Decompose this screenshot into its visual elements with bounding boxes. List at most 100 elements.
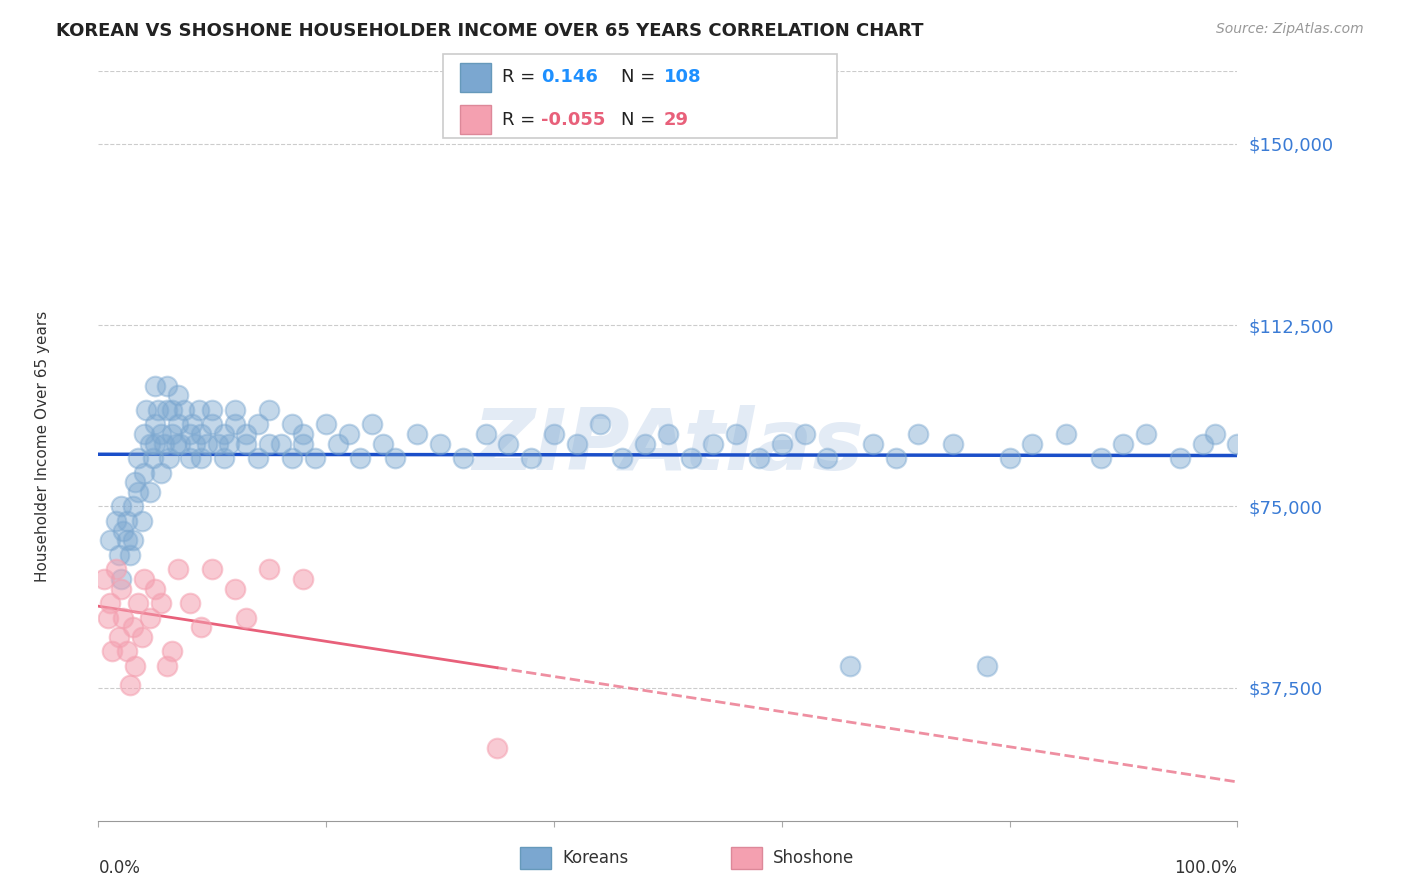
Point	[304, 451, 326, 466]
Point	[127, 451, 149, 466]
Point	[112, 610, 135, 624]
Point	[451, 451, 474, 466]
Point	[115, 644, 138, 658]
Point	[259, 402, 281, 417]
Point	[156, 402, 179, 417]
Point	[120, 678, 142, 692]
Point	[224, 417, 246, 432]
Point	[167, 388, 190, 402]
Point	[142, 451, 165, 466]
Point	[212, 451, 235, 466]
Point	[156, 659, 179, 673]
Point	[179, 596, 201, 610]
Point	[862, 436, 884, 450]
Point	[702, 436, 724, 450]
Point	[179, 451, 201, 466]
Text: KOREAN VS SHOSHONE HOUSEHOLDER INCOME OVER 65 YEARS CORRELATION CHART: KOREAN VS SHOSHONE HOUSEHOLDER INCOME OV…	[56, 22, 924, 40]
Point	[281, 451, 304, 466]
Point	[115, 514, 138, 528]
Point	[1135, 426, 1157, 441]
Point	[132, 572, 155, 586]
Point	[679, 451, 702, 466]
Point	[96, 610, 118, 624]
Point	[115, 533, 138, 548]
Point	[146, 402, 169, 417]
Point	[187, 402, 209, 417]
Point	[167, 562, 190, 576]
Point	[190, 451, 212, 466]
Point	[429, 436, 451, 450]
Point	[406, 426, 429, 441]
Point	[162, 402, 184, 417]
Point	[190, 620, 212, 634]
Point	[145, 378, 167, 392]
Point	[218, 436, 240, 450]
Point	[145, 582, 167, 596]
Point	[157, 451, 180, 466]
Point	[110, 572, 132, 586]
Point	[1192, 436, 1215, 450]
Point	[121, 620, 143, 634]
Point	[131, 630, 153, 644]
Point	[131, 514, 153, 528]
Point	[179, 426, 201, 441]
Point	[815, 451, 838, 466]
Point	[156, 378, 179, 392]
Point	[127, 484, 149, 499]
Point	[657, 426, 679, 441]
Point	[169, 436, 191, 450]
Point	[112, 524, 135, 538]
Point	[153, 436, 176, 450]
Point	[360, 417, 382, 432]
Point	[1054, 426, 1078, 441]
Point	[110, 500, 132, 514]
Point	[1090, 451, 1112, 466]
Point	[101, 644, 124, 658]
Point	[127, 596, 149, 610]
Point	[235, 436, 257, 450]
Point	[184, 436, 207, 450]
Point	[121, 500, 143, 514]
Point	[93, 572, 115, 586]
Point	[292, 436, 315, 450]
Point	[246, 417, 269, 432]
Point	[138, 436, 160, 450]
Text: Householder Income Over 65 years: Householder Income Over 65 years	[35, 310, 49, 582]
Text: N =: N =	[621, 111, 655, 128]
Point	[998, 451, 1021, 466]
Point	[212, 426, 235, 441]
Point	[201, 562, 224, 576]
Point	[138, 610, 160, 624]
Point	[839, 659, 862, 673]
Point	[270, 436, 292, 450]
Point	[486, 741, 509, 756]
Text: R =: R =	[502, 69, 536, 87]
Point	[884, 451, 907, 466]
Point	[1170, 451, 1192, 466]
Point	[907, 426, 929, 441]
Point	[98, 533, 121, 548]
Point	[748, 451, 770, 466]
Text: 100.0%: 100.0%	[1174, 859, 1237, 878]
Point	[565, 436, 588, 450]
Point	[108, 630, 131, 644]
Point	[165, 436, 187, 450]
Point	[201, 402, 224, 417]
Point	[1204, 426, 1226, 441]
Point	[384, 451, 406, 466]
Point	[942, 436, 965, 450]
Point	[124, 475, 146, 490]
Point	[120, 548, 142, 562]
Point	[1226, 436, 1249, 450]
Point	[132, 466, 155, 480]
Point	[224, 582, 246, 596]
Point	[292, 426, 315, 441]
Text: 108: 108	[664, 69, 702, 87]
Text: ZIPAtlas: ZIPAtlas	[472, 404, 863, 488]
Point	[110, 582, 132, 596]
Point	[281, 417, 304, 432]
Point	[173, 402, 195, 417]
Point	[135, 402, 157, 417]
Point	[349, 451, 371, 466]
Point	[976, 659, 998, 673]
